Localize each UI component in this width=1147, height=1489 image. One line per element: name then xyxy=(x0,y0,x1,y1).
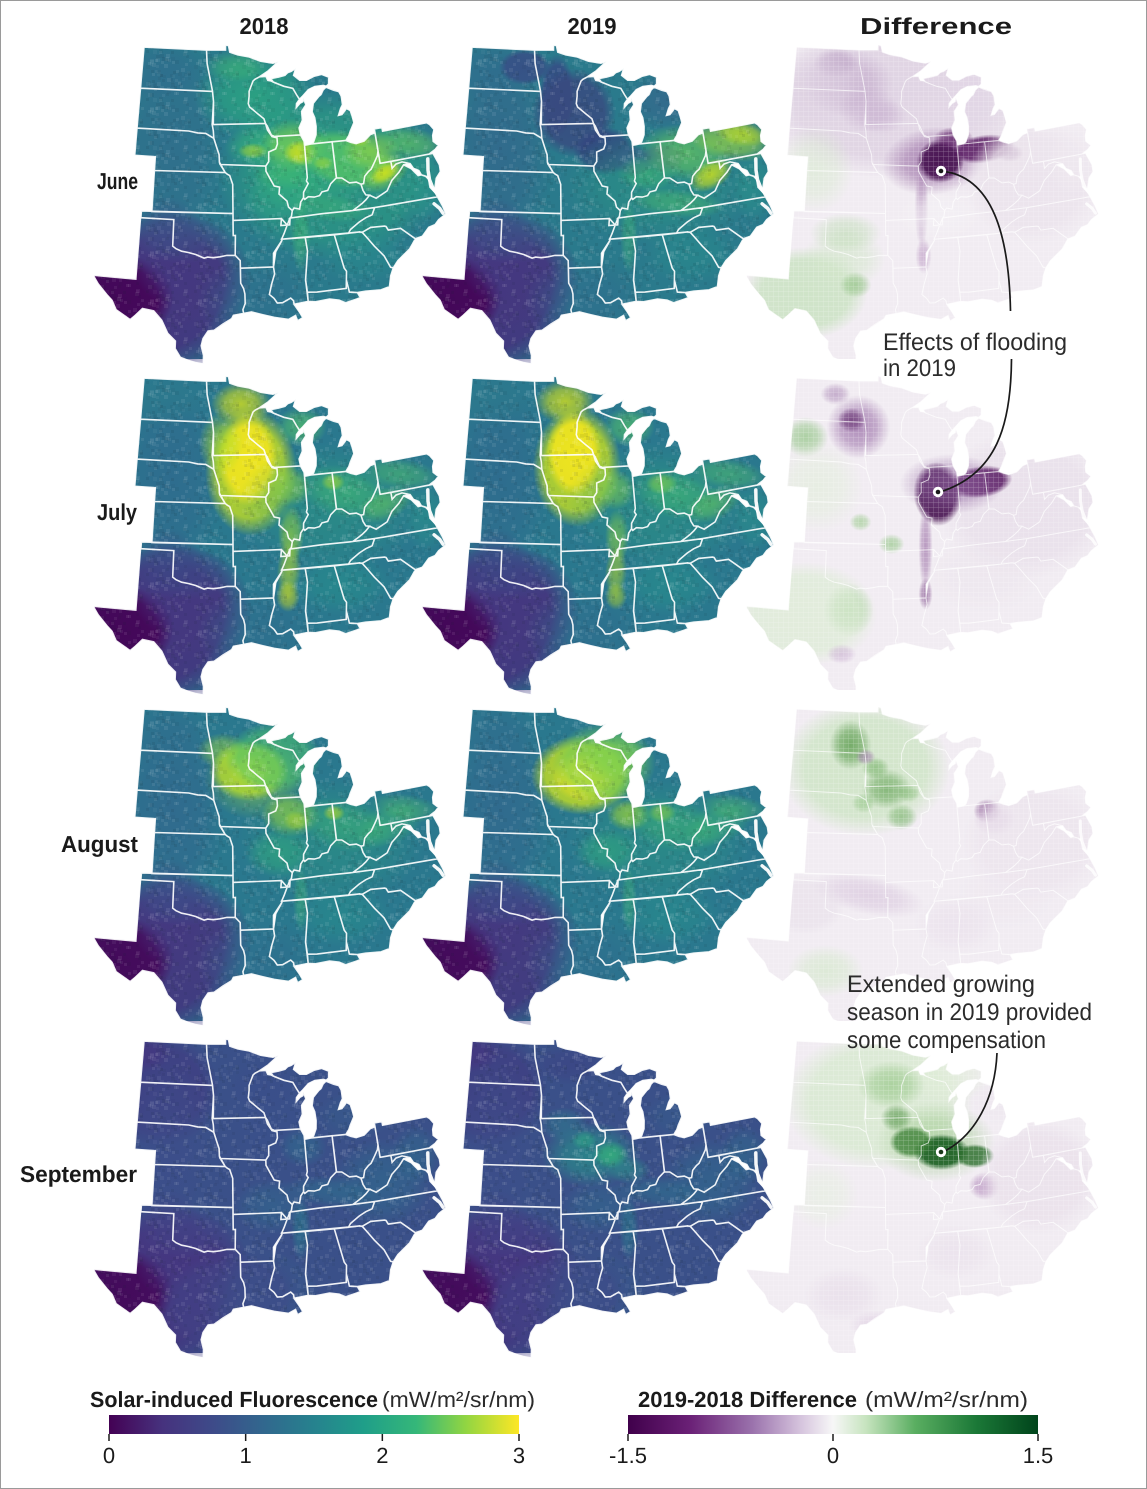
svg-text:September: September xyxy=(20,1161,137,1187)
svg-text:2019-2018 Difference: 2019-2018 Difference xyxy=(638,1387,857,1412)
svg-text:June: June xyxy=(97,168,138,194)
svg-text:Solar-induced Fluorescence: Solar-induced Fluorescence xyxy=(90,1387,378,1412)
svg-text:0: 0 xyxy=(827,1443,839,1468)
svg-text:August: August xyxy=(61,831,138,857)
svg-text:0: 0 xyxy=(103,1443,115,1468)
svg-text:2018: 2018 xyxy=(240,13,289,39)
svg-text:Difference: Difference xyxy=(860,13,1012,39)
svg-text:2019: 2019 xyxy=(568,13,617,39)
svg-text:1.5: 1.5 xyxy=(1023,1443,1054,1468)
svg-text:Extended growing: Extended growing xyxy=(847,971,1035,998)
svg-text:season in 2019 provided: season in 2019 provided xyxy=(847,999,1092,1026)
svg-text:1: 1 xyxy=(240,1443,252,1468)
svg-text:July: July xyxy=(97,499,137,525)
svg-text:some compensation: some compensation xyxy=(847,1027,1046,1054)
svg-text:(mW/m²/sr/nm): (mW/m²/sr/nm) xyxy=(382,1387,535,1412)
svg-text:(mW/m²/sr/nm): (mW/m²/sr/nm) xyxy=(865,1387,1028,1412)
svg-text:-1.5: -1.5 xyxy=(609,1443,647,1468)
svg-text:Effects of flooding: Effects of flooding xyxy=(883,329,1067,356)
svg-text:3: 3 xyxy=(513,1443,525,1468)
svg-text:2: 2 xyxy=(376,1443,388,1468)
svg-text:in 2019: in 2019 xyxy=(883,355,956,382)
